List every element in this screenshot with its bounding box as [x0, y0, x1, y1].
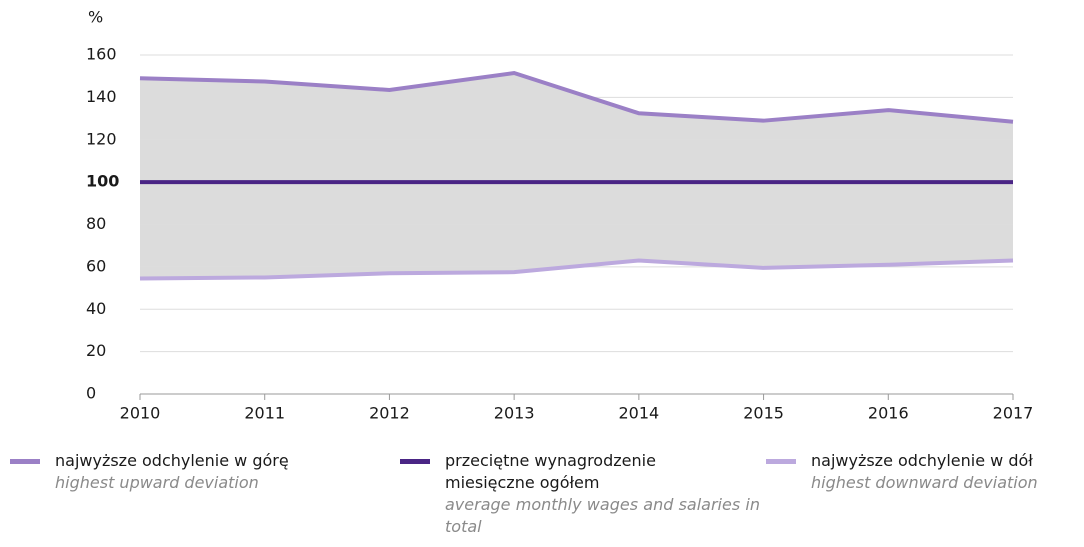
x-tick-label: 2011: [244, 404, 285, 423]
x-tick-label: 2016: [868, 404, 909, 423]
legend-entry: najwyższe odchylenie w dół highest downwa…: [766, 450, 1084, 494]
legend-swatch: [10, 459, 40, 464]
legend-sublabel: average monthly wages and salaries in to…: [445, 495, 760, 536]
legend-label: przeciętne wynagrodzenie miesięczne ogół…: [445, 451, 656, 492]
y-tick-label: 120: [86, 129, 117, 148]
y-tick-label: 60: [86, 256, 106, 275]
band-fill: [140, 73, 1013, 279]
legend-sublabel: highest downward deviation: [811, 473, 1038, 492]
legend-swatch: [400, 459, 430, 464]
legend-entry: przeciętne wynagrodzenie miesięczne ogół…: [400, 450, 760, 538]
y-tick-label: 160: [86, 45, 117, 64]
series-line: [139, 70, 1014, 124]
x-tick-label: 2017: [993, 404, 1034, 423]
chart: % 0 20 40 60 80 100 120 140 160 2010 2011 2012 2013 2…: [86, 8, 1034, 423]
x-tick-label: 2010: [120, 404, 161, 423]
legend-label: najwyższe odchylenie w górę: [55, 451, 289, 470]
y-tick-label: 20: [86, 341, 106, 360]
x-tick-label: 2013: [494, 404, 535, 423]
x-tick-label: 2014: [618, 404, 659, 423]
y-tick-label: 40: [86, 299, 106, 318]
y-tick-label: 80: [86, 214, 106, 233]
series-line: [139, 258, 1014, 281]
legend-swatch: [766, 459, 796, 464]
y-tick-label: 140: [86, 87, 117, 106]
legend-sublabel: highest upward deviation: [55, 473, 259, 492]
x-tick-label: 2015: [743, 404, 784, 423]
legend-entry: najwyższe odchylenie w górę highest upwar…: [10, 450, 340, 494]
x-tick-label: 2012: [369, 404, 410, 423]
y-tick-label: 0: [86, 384, 96, 403]
legend-label: najwyższe odchylenie w dół: [811, 451, 1033, 470]
y-tick-label: 100: [86, 172, 119, 191]
y-unit: %: [88, 8, 103, 27]
